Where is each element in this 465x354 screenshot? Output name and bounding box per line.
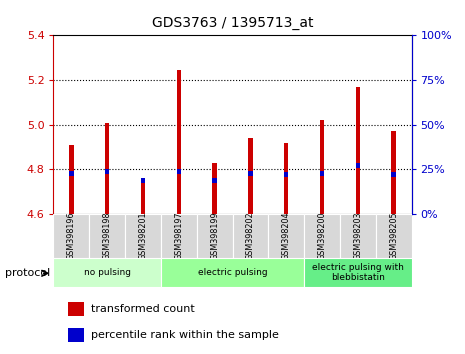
Bar: [304, 258, 412, 287]
Text: GSM398202: GSM398202: [246, 211, 255, 260]
Text: GSM398199: GSM398199: [210, 211, 219, 260]
Text: GSM398196: GSM398196: [67, 211, 76, 260]
Text: protocol: protocol: [5, 268, 50, 278]
Bar: [68, 302, 84, 316]
Bar: [89, 214, 125, 258]
Bar: [141, 178, 145, 214]
Bar: [213, 163, 217, 214]
Bar: [248, 171, 252, 176]
Bar: [105, 169, 109, 174]
Bar: [320, 120, 324, 214]
Text: GSM398204: GSM398204: [282, 211, 291, 260]
Bar: [69, 171, 73, 176]
Text: GSM398198: GSM398198: [103, 211, 112, 260]
Text: GSM398205: GSM398205: [389, 211, 398, 260]
Bar: [68, 328, 84, 342]
Bar: [125, 214, 161, 258]
Bar: [197, 214, 232, 258]
Bar: [53, 258, 161, 287]
Bar: [392, 172, 396, 177]
Bar: [177, 169, 181, 174]
Bar: [392, 131, 396, 214]
Text: percentile rank within the sample: percentile rank within the sample: [91, 330, 279, 340]
Bar: [141, 178, 145, 183]
Bar: [284, 172, 288, 177]
Bar: [268, 214, 304, 258]
Bar: [340, 214, 376, 258]
Bar: [177, 70, 181, 214]
Bar: [304, 214, 340, 258]
Text: no pulsing: no pulsing: [84, 268, 131, 277]
Text: transformed count: transformed count: [91, 304, 195, 314]
Text: electric pulsing: electric pulsing: [198, 268, 267, 277]
Bar: [320, 171, 324, 176]
Bar: [161, 258, 304, 287]
Bar: [248, 138, 252, 214]
Text: electric pulsing with
blebbistatin: electric pulsing with blebbistatin: [312, 263, 404, 282]
Bar: [69, 145, 73, 214]
Bar: [53, 214, 89, 258]
Bar: [356, 87, 360, 214]
Bar: [284, 143, 288, 214]
Text: GSM398201: GSM398201: [139, 211, 147, 260]
Bar: [213, 178, 217, 183]
Text: GSM398197: GSM398197: [174, 211, 183, 260]
Text: GDS3763 / 1395713_at: GDS3763 / 1395713_at: [152, 16, 313, 30]
Text: GSM398203: GSM398203: [353, 211, 362, 260]
Bar: [161, 214, 197, 258]
Bar: [105, 122, 109, 214]
Bar: [356, 164, 360, 169]
Bar: [376, 214, 412, 258]
Text: GSM398200: GSM398200: [318, 211, 326, 260]
Bar: [232, 214, 268, 258]
